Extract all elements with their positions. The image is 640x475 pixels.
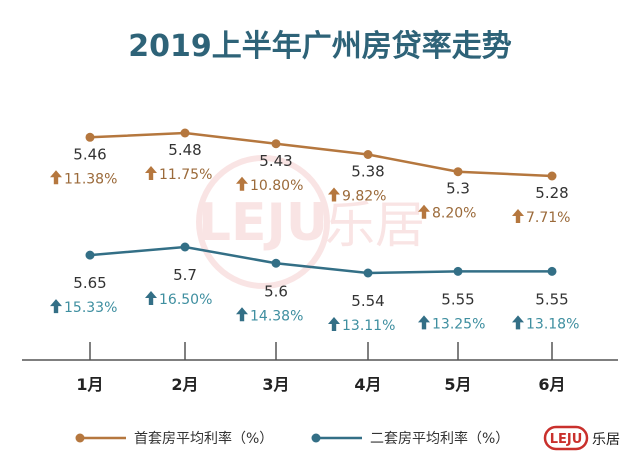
x-tick-label-1: 1月 — [76, 375, 103, 394]
data-point-1-4 — [363, 150, 373, 159]
change-label-1-6: 7.71% — [526, 210, 570, 226]
data-point-2-2 — [180, 242, 190, 252]
x-tick-label-5: 5月 — [444, 375, 471, 394]
data-point-1-2 — [180, 128, 190, 138]
brand-logo-text: LEJU — [550, 432, 583, 447]
change-label-1-3: 10.80% — [250, 178, 303, 194]
brand-cn-text: 乐居 — [592, 432, 620, 448]
data-point-1-3 — [271, 139, 281, 149]
series-first-home: 5.46 11.38% 5.48 11.75% 5.43 10.80% 5.38 9.82% 5… — [50, 128, 570, 226]
data-label-1-6: 5.28 — [535, 184, 568, 202]
up-arrow-icon — [328, 187, 340, 202]
data-point-1-6 — [547, 171, 557, 181]
data-point-2-4 — [363, 268, 373, 278]
series-line-1 — [89, 131, 553, 178]
x-tick-label-6: 6月 — [538, 375, 565, 394]
legend-marker-second — [311, 433, 321, 443]
data-label-1-5: 5.3 — [446, 180, 470, 198]
up-arrow-icon — [236, 176, 248, 191]
up-arrow-icon — [512, 315, 524, 330]
x-tick-label-2: 2月 — [171, 375, 198, 394]
up-arrow-icon — [145, 291, 157, 305]
data-label-2-4: 5.54 — [351, 292, 384, 310]
up-arrow-icon — [50, 170, 62, 185]
data-label-2-6: 5.55 — [535, 290, 568, 308]
x-tick-label-4: 4月 — [354, 375, 381, 394]
data-label-1-4: 5.38 — [351, 163, 384, 181]
data-point-2-1 — [85, 250, 95, 260]
legend-label-second: 二套房平均利率（%） — [370, 430, 509, 447]
change-label-2-5: 13.25% — [432, 316, 485, 332]
data-label-1-2: 5.48 — [168, 141, 201, 159]
watermark: LEJU 乐居 — [196, 155, 425, 289]
up-arrow-icon — [236, 307, 248, 322]
change-label-2-2: 16.50% — [159, 292, 212, 308]
data-label-2-5: 5.55 — [441, 290, 474, 308]
data-label-1-3: 5.43 — [259, 152, 292, 170]
watermark-logo-text: LEJU — [198, 193, 328, 253]
change-label-1-5: 8.20% — [432, 206, 476, 222]
up-arrow-icon — [328, 317, 340, 331]
change-label-1-1: 11.38% — [64, 171, 117, 187]
x-axis-ticks — [89, 342, 553, 360]
x-axis-tick-labels: 1月 2月 3月 4月 5月 6月 — [76, 375, 565, 394]
up-arrow-icon — [418, 204, 430, 219]
data-point-2-6 — [547, 266, 557, 276]
change-label-2-6: 13.18% — [526, 316, 579, 332]
up-arrow-icon — [145, 166, 157, 180]
legend: 首套房平均利率（%） 二套房平均利率（%） — [75, 430, 509, 447]
legend-marker-first — [75, 433, 85, 443]
up-arrow-icon — [418, 315, 430, 330]
watermark-cn-text: 乐居 — [325, 196, 425, 254]
change-label-1-2: 11.75% — [159, 167, 212, 183]
brand-logo-badge — [543, 425, 589, 451]
data-label-1-1: 5.46 — [73, 145, 106, 163]
up-arrow-icon — [50, 299, 62, 314]
x-tick-label-3: 3月 — [262, 375, 289, 394]
series-second-home: 5.65 15.33% 5.7 16.50% 5.6 14.38% 5.54 13.11% 5.… — [50, 242, 579, 334]
change-label-2-4: 13.11% — [342, 318, 395, 334]
data-label-2-3: 5.6 — [264, 282, 288, 300]
data-point-1-5 — [453, 167, 463, 177]
data-point-1-1 — [85, 132, 95, 142]
watermark-ring — [196, 155, 330, 289]
series-line-2 — [89, 245, 552, 275]
change-label-1-4: 9.82% — [342, 189, 386, 205]
data-point-2-3 — [271, 258, 281, 268]
data-point-2-5 — [453, 266, 463, 276]
data-label-2-2: 5.7 — [173, 266, 197, 284]
data-label-2-1: 5.65 — [73, 274, 106, 292]
change-label-2-1: 15.33% — [64, 300, 117, 316]
change-label-2-3: 14.38% — [250, 308, 303, 324]
up-arrow-icon — [512, 209, 524, 223]
legend-label-first: 首套房平均利率（%） — [134, 430, 273, 447]
chart-title: 2019上半年广州房贷率走势 — [128, 29, 512, 64]
brand-logo: LEJU 乐居 — [543, 425, 620, 451]
